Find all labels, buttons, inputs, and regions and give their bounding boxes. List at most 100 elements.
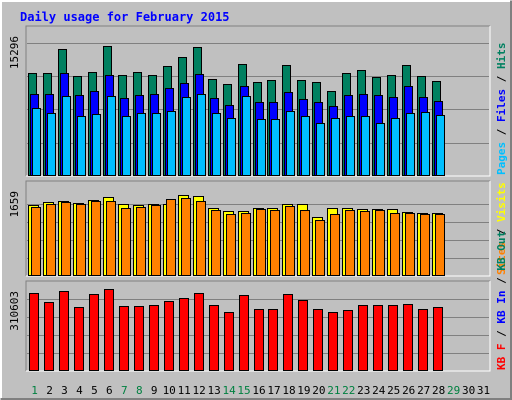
x-tick-label: 4: [76, 384, 83, 397]
x-tick-label: 11: [178, 384, 191, 397]
x-tick-label: 14: [222, 384, 236, 397]
bar-sites: [91, 201, 101, 276]
bar-kb-f: [373, 305, 383, 371]
bar-kb-f: [268, 309, 278, 371]
bar-sites: [121, 208, 131, 276]
bar-sites: [181, 198, 191, 276]
bar-pages: [32, 108, 41, 176]
bar-sites: [136, 207, 146, 276]
bars: [28, 195, 445, 276]
bar-kb-f: [149, 305, 159, 371]
bar-kb-f: [239, 295, 249, 371]
x-tick-label: 8: [136, 384, 143, 397]
x-tick-label: 23: [357, 384, 370, 397]
side-legend-part: KB Out: [495, 231, 508, 271]
x-tick-label: 25: [387, 384, 400, 397]
bars: [28, 46, 445, 176]
x-tick-label: 18: [282, 384, 295, 397]
bar-sites: [106, 201, 116, 276]
bar-kb-f: [433, 307, 443, 371]
bar-kb-f: [44, 302, 54, 371]
bar-kb-f: [298, 300, 308, 371]
bar-pages: [331, 118, 340, 176]
bar-pages: [391, 118, 400, 176]
x-tick-label: 24: [372, 384, 386, 397]
side-legend-part: Files: [495, 89, 508, 122]
x-tick-label: 7: [121, 384, 128, 397]
bar-pages: [316, 123, 325, 176]
bar-sites: [390, 213, 400, 276]
bar-pages: [242, 96, 251, 176]
x-tick-label: 22: [342, 384, 355, 397]
bar-kb-f: [134, 306, 144, 371]
x-tick-label: 9: [151, 384, 158, 397]
bar-sites: [166, 199, 176, 276]
bar-kb-f: [254, 309, 264, 371]
bar-pages: [152, 113, 161, 176]
side-legend-part: /: [495, 222, 508, 242]
bar-kb-f: [418, 309, 428, 371]
bar-pages: [212, 113, 221, 176]
x-tick-label: 20: [312, 384, 325, 397]
bar-sites: [405, 213, 415, 276]
bar-sites: [226, 214, 236, 276]
x-tick-label: 1: [31, 384, 38, 397]
chart-title: Daily usage for February 2015: [20, 10, 230, 24]
bar-kb-f: [209, 305, 219, 371]
x-tick-label: 28: [432, 384, 445, 397]
bar-pages: [346, 116, 355, 176]
bar-pages: [286, 111, 295, 176]
bar-sites: [285, 206, 295, 276]
bar-pages: [197, 94, 206, 176]
bar-sites: [256, 209, 266, 276]
side-legend-part: Visits: [495, 182, 508, 222]
bar-pages: [301, 116, 310, 176]
bar-pages: [122, 116, 131, 176]
bar-kb-f: [358, 305, 368, 371]
bar-kb-f: [29, 293, 39, 371]
bar-kb-f: [403, 304, 413, 371]
bar-sites: [360, 211, 370, 276]
x-tick-label: 13: [207, 384, 220, 397]
x-tick-label: 30: [462, 384, 475, 397]
bar-pages: [77, 116, 86, 176]
bar-sites: [46, 204, 56, 276]
bar-kb-f: [59, 291, 69, 371]
y-max-label: 310603: [8, 291, 21, 331]
side-legend-part: KB F: [495, 344, 508, 371]
bar-sites: [420, 214, 430, 276]
bar-sites: [61, 202, 71, 276]
x-tick-label: 5: [91, 384, 98, 397]
bar-pages: [421, 112, 430, 176]
bar-kb-f: [104, 289, 114, 371]
bar-kb-f: [179, 298, 189, 371]
bar-sites: [300, 210, 310, 276]
x-tick-label: 15: [237, 384, 250, 397]
x-tick-label: 17: [267, 384, 280, 397]
bar-sites: [151, 205, 161, 276]
bar-sites: [315, 220, 325, 276]
bar-kb-f: [343, 310, 353, 371]
bar-sites: [76, 204, 86, 276]
x-tick-label: 27: [417, 384, 430, 397]
bar-pages: [92, 114, 101, 176]
bar-pages: [227, 118, 236, 176]
bar-sites: [375, 210, 385, 276]
bar-kb-f: [119, 306, 129, 371]
bar-sites: [241, 213, 251, 276]
bar-kb-f: [194, 293, 204, 371]
bar-sites: [31, 207, 41, 276]
x-tick-label: 12: [192, 384, 205, 397]
plot-border-dark: [25, 280, 490, 371]
x-axis: 1 2 3 4 5 6 7 8 9 10 11 12 13 14 15 16 17 18 19 20 21 22 23 24 2…: [31, 384, 490, 397]
side-legend: KB F / KB In / KB Out: [495, 231, 508, 370]
x-tick-label: 26: [402, 384, 415, 397]
side-legend: Sites / Visits: [495, 182, 508, 275]
bar-pages: [257, 119, 266, 176]
bar-kb-f: [283, 294, 293, 371]
bar-pages: [167, 111, 176, 176]
x-tick-label: 16: [252, 384, 265, 397]
bars: [29, 289, 443, 371]
